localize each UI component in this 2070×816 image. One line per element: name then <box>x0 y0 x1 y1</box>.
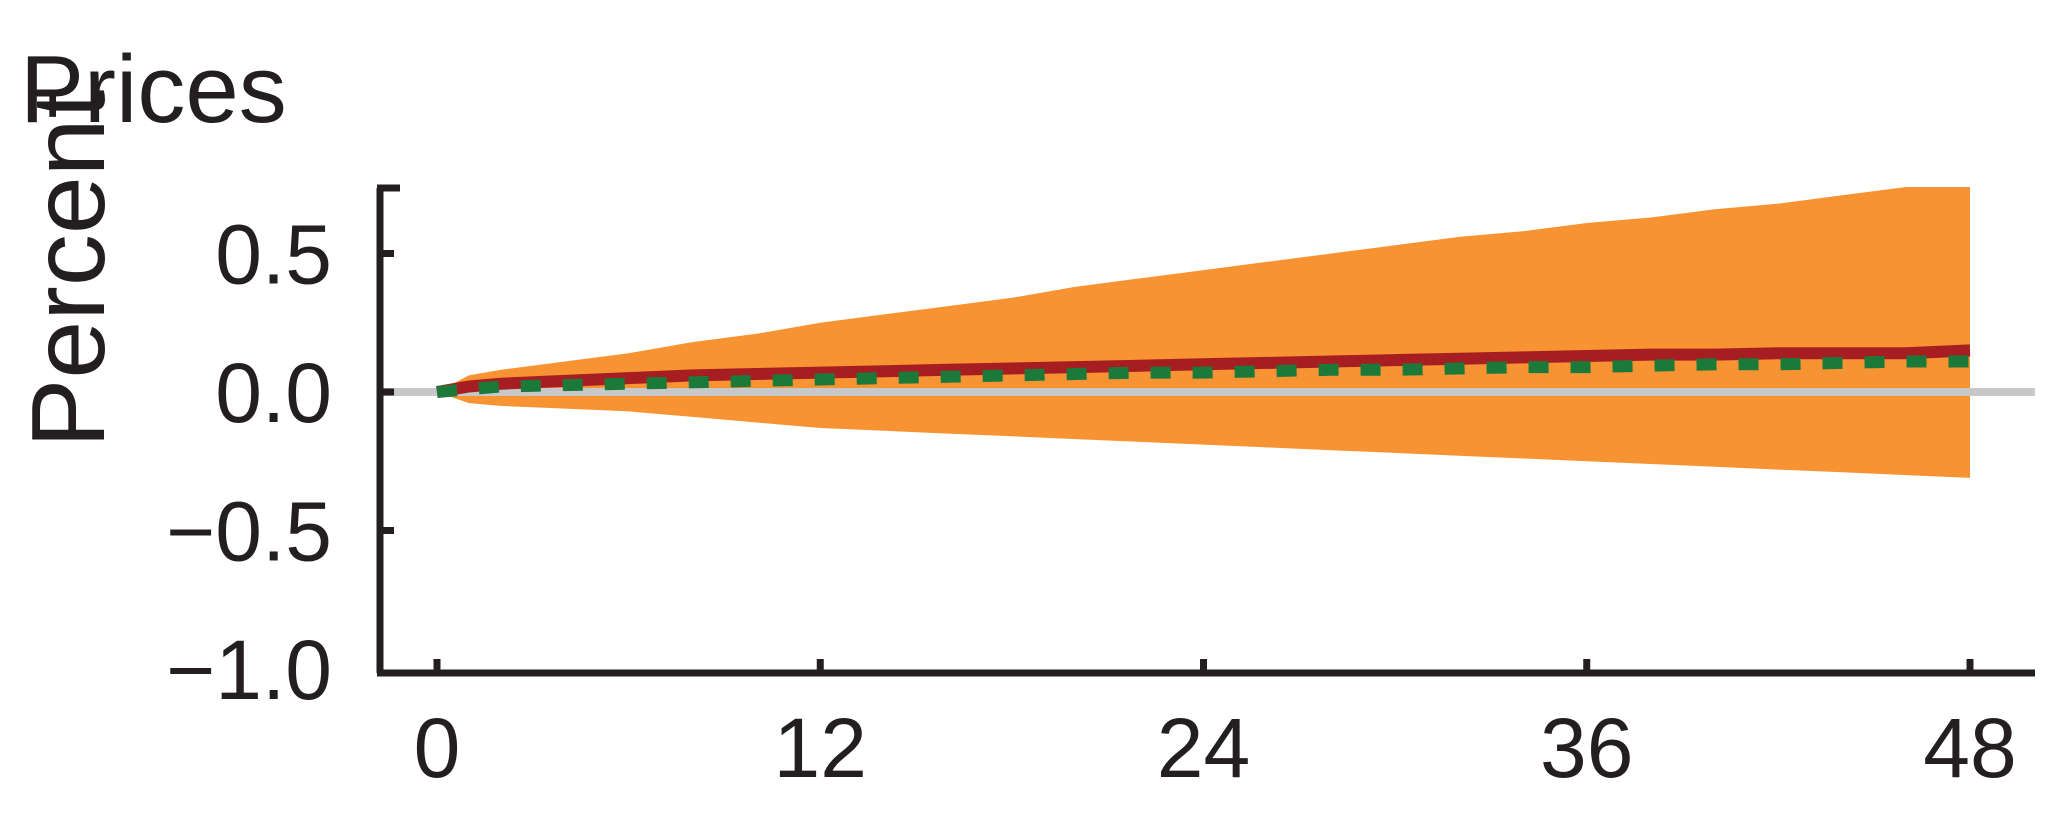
x-tick-label: 48 <box>1923 701 2016 795</box>
x-tick-label: 24 <box>1157 701 1250 795</box>
chart-title: Prices <box>20 36 287 143</box>
series-line-1 <box>435 344 1971 398</box>
y-axis-label: Percent <box>11 89 127 448</box>
y-tick-label: −0.5 <box>166 485 332 579</box>
y-tick-label: −1.0 <box>166 623 332 717</box>
confidence-band <box>437 187 1970 478</box>
x-tick-label: 12 <box>774 701 867 795</box>
plot-area: 0.5 0.0 −0.5 −1.0 0 12 24 36 48 <box>166 184 2035 795</box>
y-tick-label: 0.5 <box>215 208 332 302</box>
x-tick-label: 36 <box>1540 701 1633 795</box>
x-tick-label: 0 <box>414 701 461 795</box>
y-tick-label: 0.0 <box>215 346 332 440</box>
series-line-2 <box>436 355 1970 398</box>
